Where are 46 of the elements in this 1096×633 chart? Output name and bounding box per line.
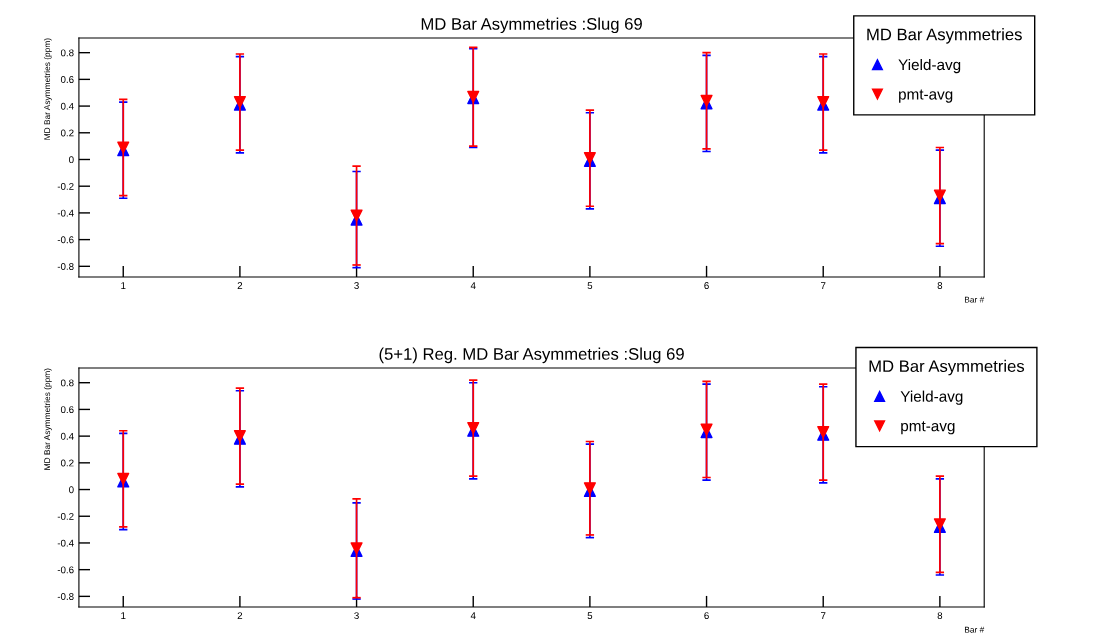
x-tick-label: 7 [821, 282, 826, 289]
legend-label: Yield-avg [900, 390, 963, 405]
x-tick-label: 1 [121, 612, 126, 619]
y-tick-label: 0.2 [60, 129, 74, 137]
x-tick-label: 4 [470, 612, 476, 619]
y-axis-title: MD Bar Asymmetries (ppm) [43, 38, 52, 140]
y-tick-label: 0.8 [60, 379, 74, 387]
legend-label: pmt-avg [901, 421, 955, 435]
legend-label: Yield-avg [898, 58, 961, 74]
y-tick-label: -0.8 [57, 593, 74, 600]
y-tick-label: 0.4 [60, 102, 74, 110]
x-tick-label: 5 [587, 282, 593, 289]
legend-title: MD Bar Asymmetries [869, 359, 1025, 376]
x-tick-label: 7 [821, 612, 826, 619]
x-tick-label: 3 [354, 612, 359, 620]
y-tick-label: -0.6 [57, 236, 74, 244]
legend-title: MD Bar Asymmetries [867, 28, 1022, 44]
x-tick-label: 6 [704, 282, 709, 289]
x-tick-label: 8 [937, 282, 943, 289]
y-tick-label: 0.8 [60, 49, 74, 57]
y-axis-title: MD Bar Asymmetries (ppm) [43, 368, 52, 470]
x-tick-label: 4 [470, 282, 476, 289]
y-tick-label: 0 [69, 486, 74, 494]
y-tick-label: -0.2 [57, 512, 74, 520]
x-tick-label: 3 [354, 282, 359, 289]
x-tick-label: 1 [121, 282, 126, 289]
y-tick-label: -0.8 [57, 263, 74, 270]
x-tick-label: 5 [587, 612, 593, 620]
y-tick-label: 0.6 [60, 76, 74, 83]
x-tick-label: 6 [704, 612, 709, 620]
x-axis-title: Bar # [964, 296, 985, 303]
x-tick-label: 2 [237, 612, 243, 619]
x-axis-title: Bar # [964, 626, 985, 633]
y-tick-label: 0.2 [60, 459, 74, 467]
x-tick-label: 2 [237, 282, 243, 289]
y-tick-label: -0.6 [57, 566, 74, 574]
y-tick-label: -0.4 [57, 209, 74, 217]
y-tick-label: 0 [69, 156, 74, 164]
legend-label: pmt-avg [899, 89, 953, 103]
x-tick-label: 8 [937, 612, 943, 620]
y-tick-label: -0.4 [57, 539, 74, 547]
chart-title: MD Bar Asymmetries :Slug 69 [421, 17, 642, 34]
y-tick-label: 0.4 [60, 432, 74, 440]
y-tick-label: 0.6 [60, 406, 74, 414]
y-tick-label: -0.2 [57, 182, 74, 190]
chart-title: (5+1) Reg. MD Bar Asymmetries :Slug 69 [379, 347, 684, 364]
